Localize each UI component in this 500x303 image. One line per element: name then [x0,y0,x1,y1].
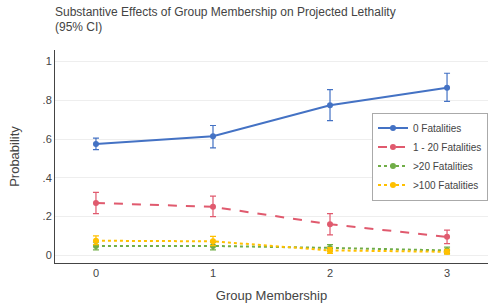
svg-text:>100 Fatalities: >100 Fatalities [413,180,478,191]
svg-text:.2: .2 [43,210,52,222]
svg-text:.6: .6 [43,133,52,145]
svg-text:Group Membership: Group Membership [216,288,327,303]
svg-text:Probability: Probability [7,126,22,187]
svg-text:0: 0 [46,249,52,261]
svg-text:2: 2 [327,267,333,279]
svg-text:.4: .4 [43,172,52,184]
svg-text:0: 0 [93,267,99,279]
svg-text:1: 1 [210,267,216,279]
svg-text:Substantive Effects of Group M: Substantive Effects of Group Membership … [55,5,396,35]
svg-text:>20 Fatalities: >20 Fatalities [413,161,473,172]
svg-text:3: 3 [444,267,450,279]
svg-text:1 - 20 Fatalities: 1 - 20 Fatalities [413,142,481,153]
svg-text:.8: .8 [43,94,52,106]
svg-text:0 Fatalities: 0 Fatalities [413,123,461,134]
svg-text:1: 1 [46,55,52,67]
